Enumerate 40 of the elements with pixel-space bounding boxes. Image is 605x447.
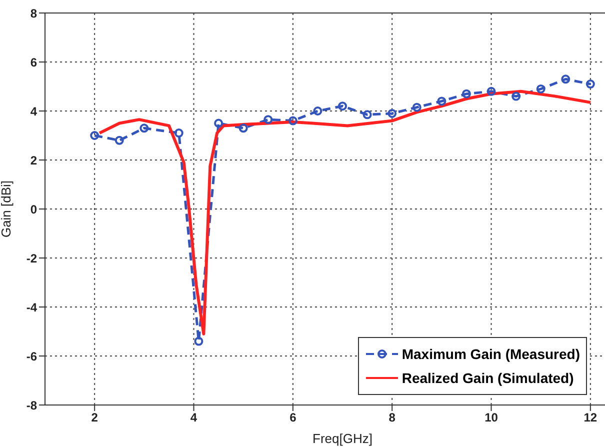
point bbox=[462, 89, 471, 98]
y-tick-label: 4 bbox=[30, 104, 38, 118]
y-tick-label: -2 bbox=[26, 251, 38, 266]
point bbox=[238, 124, 248, 133]
point bbox=[437, 96, 446, 106]
y-axis-title: Gain [dBi] bbox=[0, 180, 14, 238]
point bbox=[264, 115, 273, 124]
point bbox=[288, 116, 298, 126]
y-tick-label: 0 bbox=[30, 202, 38, 216]
point bbox=[536, 84, 546, 94]
point bbox=[388, 108, 397, 118]
legend-label: Realized Gain (Simulated) bbox=[402, 369, 574, 388]
y-tick-label: -8 bbox=[26, 398, 38, 412]
point bbox=[486, 86, 496, 96]
x-tick-label: 4 bbox=[190, 410, 198, 425]
y-tick-label: 6 bbox=[30, 55, 38, 70]
point bbox=[512, 92, 521, 101]
point bbox=[561, 74, 570, 84]
y-tick-label: 8 bbox=[30, 6, 38, 20]
x-tick-label: 10 bbox=[484, 410, 498, 425]
x-tick-label: 8 bbox=[388, 410, 396, 425]
point bbox=[586, 80, 595, 89]
point bbox=[114, 136, 124, 145]
y-tick-label: -6 bbox=[26, 349, 38, 364]
legend-label: Maximum Gain (Measured) bbox=[402, 345, 580, 364]
y-tick-label: 2 bbox=[30, 153, 38, 168]
point bbox=[313, 106, 322, 116]
x-tick-label: 2 bbox=[91, 410, 98, 425]
point bbox=[338, 102, 347, 111]
point bbox=[214, 118, 224, 128]
point bbox=[362, 110, 372, 120]
point bbox=[194, 336, 204, 346]
x-tick-label: 12 bbox=[584, 410, 598, 425]
x-tick-label: 6 bbox=[290, 410, 297, 425]
y-tick-label: -4 bbox=[26, 300, 38, 314]
point bbox=[174, 128, 184, 138]
x-axis-title: Freq[GHz] bbox=[312, 431, 372, 446]
point bbox=[90, 131, 100, 140]
point bbox=[412, 102, 422, 112]
point bbox=[140, 124, 149, 133]
